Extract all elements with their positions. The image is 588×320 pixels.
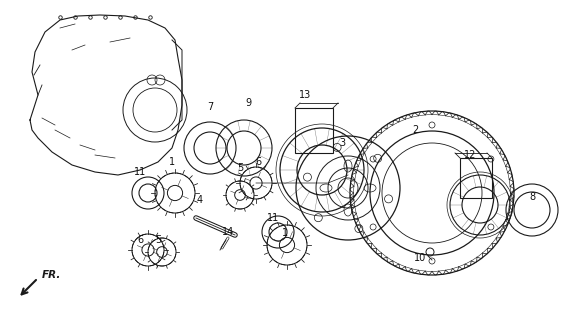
Text: 5: 5 (155, 235, 161, 245)
Text: FR.: FR. (42, 270, 61, 280)
Text: 5: 5 (237, 163, 243, 173)
Text: 8: 8 (529, 192, 535, 202)
Text: 6: 6 (255, 157, 261, 167)
Text: 3: 3 (339, 138, 345, 148)
Text: 1: 1 (169, 157, 175, 167)
Text: 14: 14 (222, 227, 234, 237)
Text: 1: 1 (282, 228, 288, 238)
Text: 10: 10 (414, 253, 426, 263)
Text: 13: 13 (299, 90, 311, 100)
Text: 7: 7 (207, 102, 213, 112)
Bar (460, 158, 492, 198)
Text: 2: 2 (412, 125, 418, 135)
Text: 6: 6 (137, 235, 143, 245)
Text: 4: 4 (197, 195, 203, 205)
Bar (295, 108, 333, 153)
Text: 9: 9 (245, 98, 251, 108)
Text: 11: 11 (267, 213, 279, 223)
Text: 11: 11 (134, 167, 146, 177)
Text: 12: 12 (464, 150, 476, 160)
